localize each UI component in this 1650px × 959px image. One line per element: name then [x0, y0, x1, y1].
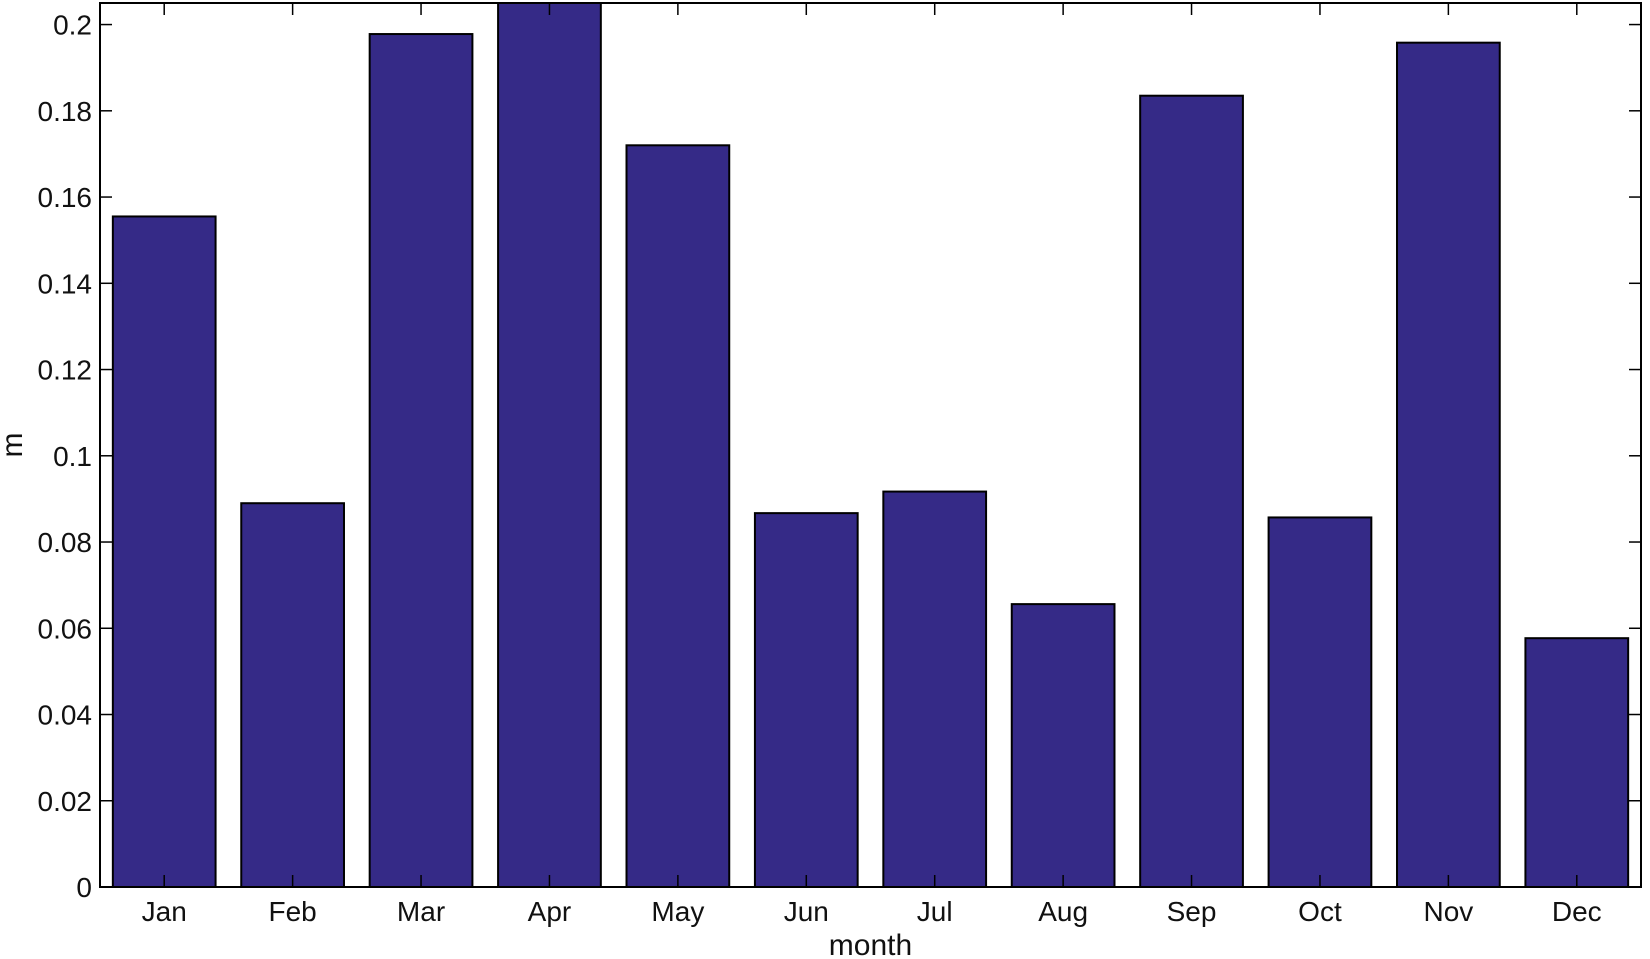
bar-aug	[1010, 603, 1116, 888]
bar-mar	[368, 33, 474, 889]
x-tick-label: Mar	[397, 896, 445, 927]
bar-jul	[882, 490, 988, 888]
y-tick-label: 0.02	[38, 786, 93, 817]
ticks-group	[100, 3, 1641, 888]
x-tick-label: Apr	[528, 896, 572, 927]
bar-dec	[1524, 637, 1630, 888]
x-tick-label: Feb	[269, 896, 317, 927]
bar-oct	[1267, 516, 1373, 888]
bar-jun	[753, 512, 859, 888]
bar-may	[625, 144, 731, 889]
y-tick-label: 0.12	[38, 355, 93, 386]
bars-group	[111, 2, 1630, 889]
x-tick-label: Aug	[1038, 896, 1088, 927]
x-tick-label: Sep	[1167, 896, 1217, 927]
y-tick-label: 0.1	[53, 441, 92, 472]
y-tick-label: 0.2	[53, 10, 92, 41]
x-tick-label: Oct	[1298, 896, 1342, 927]
y-tick-label: 0.14	[38, 268, 93, 299]
x-tick-labels: Jan Feb Mar Apr May Jun Jul Aug Sep Oct Nov Dec	[142, 896, 1602, 927]
x-tick-label: Dec	[1552, 896, 1602, 927]
bar-sep	[1139, 94, 1244, 888]
plot-frame	[99, 2, 1642, 888]
y-tick-label: 0.18	[38, 96, 93, 127]
x-tick-label: Nov	[1423, 896, 1473, 927]
y-axis-label: m	[0, 433, 29, 458]
y-tick-label: 0.06	[38, 613, 93, 644]
bar-apr	[497, 2, 602, 888]
x-tick-label: May	[651, 896, 704, 927]
bar-jan	[111, 215, 217, 888]
y-tick-label: 0.16	[38, 182, 93, 213]
y-tick-label: 0	[76, 872, 92, 903]
x-tick-label: Jun	[784, 896, 829, 927]
bar-feb	[240, 502, 345, 888]
y-tick-label: 0.04	[38, 700, 93, 731]
x-tick-label: Jul	[917, 896, 953, 927]
x-tick-label: Jan	[142, 896, 187, 927]
bar-nov	[1396, 41, 1501, 889]
y-tick-label: 0.08	[38, 527, 93, 558]
x-axis-label: month	[829, 929, 912, 959]
y-tick-labels: 0 0.02 0.04 0.06 0.08 0.1 0.12 0.14 0.16 0.18 0.2	[38, 10, 93, 903]
